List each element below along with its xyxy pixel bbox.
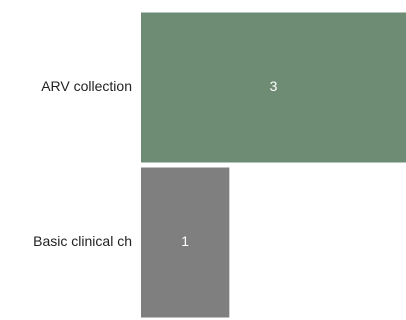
category-label-basic-clinical-ch: Basic clinical ch — [33, 233, 132, 249]
bar-basic-clinical-ch — [141, 167, 230, 318]
bar-arv-collection — [141, 12, 406, 163]
category-labels-group: ARV collection Basic clinical ch — [33, 78, 132, 249]
value-labels-group: 31 — [181, 78, 277, 249]
value-label-arv-collection: 3 — [270, 78, 278, 94]
category-label-arv-collection: ARV collection — [41, 78, 132, 94]
bars-group — [141, 12, 406, 318]
value-label-basic-clinical-ch: 1 — [181, 233, 189, 249]
